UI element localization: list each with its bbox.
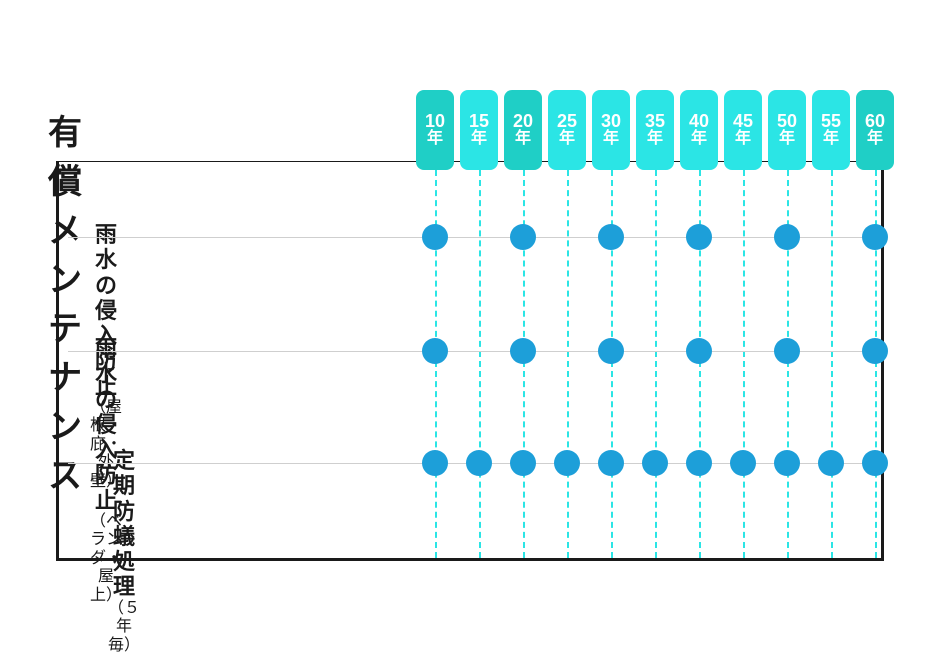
- schedule-dot: [510, 338, 536, 364]
- schedule-dot: [598, 450, 624, 476]
- year-number: 45: [733, 112, 753, 131]
- schedule-dot: [598, 224, 624, 250]
- row-line: [68, 237, 880, 238]
- year-suffix: 年: [691, 131, 707, 148]
- year-number: 40: [689, 112, 709, 131]
- row-label: 定期防蟻処理（５年毎）: [108, 448, 140, 655]
- schedule-dot: [862, 450, 888, 476]
- chart-frame: [56, 161, 884, 561]
- schedule-dot: [422, 224, 448, 250]
- schedule-dot: [466, 450, 492, 476]
- year-number: 60: [865, 112, 885, 131]
- schedule-dot: [554, 450, 580, 476]
- schedule-dot: [598, 338, 624, 364]
- year-pill: 40年: [680, 90, 718, 170]
- year-gridline: [479, 170, 481, 558]
- schedule-dot: [510, 450, 536, 476]
- year-pill: 15年: [460, 90, 498, 170]
- year-number: 35: [645, 112, 665, 131]
- year-pill: 50年: [768, 90, 806, 170]
- year-suffix: 年: [823, 131, 839, 148]
- row-title-sub: （５年毎）: [108, 600, 140, 655]
- row-title-main: 定期防蟻処理: [108, 448, 140, 600]
- year-suffix: 年: [867, 131, 883, 148]
- year-suffix: 年: [603, 131, 619, 148]
- year-gridline: [743, 170, 745, 558]
- year-gridline: [655, 170, 657, 558]
- year-pill: 35年: [636, 90, 674, 170]
- year-suffix: 年: [779, 131, 795, 148]
- schedule-dot: [774, 338, 800, 364]
- year-suffix: 年: [471, 131, 487, 148]
- year-pill: 10年: [416, 90, 454, 170]
- schedule-dot: [686, 450, 712, 476]
- year-pill: 55年: [812, 90, 850, 170]
- year-pill: 60年: [856, 90, 894, 170]
- year-pill: 30年: [592, 90, 630, 170]
- year-pill: 20年: [504, 90, 542, 170]
- year-number: 20: [513, 112, 533, 131]
- year-suffix: 年: [647, 131, 663, 148]
- schedule-dot: [642, 450, 668, 476]
- schedule-dot: [422, 338, 448, 364]
- schedule-dot: [818, 450, 844, 476]
- year-pill: 45年: [724, 90, 762, 170]
- year-gridline: [831, 170, 833, 558]
- schedule-dot: [730, 450, 756, 476]
- year-suffix: 年: [559, 131, 575, 148]
- year-gridline: [567, 170, 569, 558]
- year-number: 15: [469, 112, 489, 131]
- schedule-dot: [510, 224, 536, 250]
- schedule-dot: [774, 450, 800, 476]
- year-number: 55: [821, 112, 841, 131]
- year-number: 50: [777, 112, 797, 131]
- year-suffix: 年: [515, 131, 531, 148]
- year-pill: 25年: [548, 90, 586, 170]
- year-number: 25: [557, 112, 577, 131]
- year-number: 10: [425, 112, 445, 131]
- schedule-dot: [862, 224, 888, 250]
- year-suffix: 年: [427, 131, 443, 148]
- schedule-dot: [686, 338, 712, 364]
- schedule-dot: [774, 224, 800, 250]
- year-number: 30: [601, 112, 621, 131]
- schedule-dot: [686, 224, 712, 250]
- row-line: [68, 351, 880, 352]
- schedule-dot: [422, 450, 448, 476]
- schedule-dot: [862, 338, 888, 364]
- year-suffix: 年: [735, 131, 751, 148]
